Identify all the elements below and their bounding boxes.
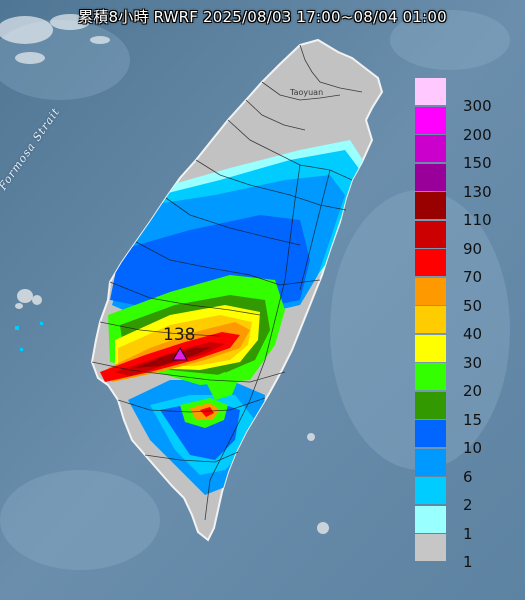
legend-swatch	[415, 448, 446, 476]
legend-swatch	[415, 249, 446, 276]
legend-swatch	[415, 192, 446, 219]
legend-swatch	[415, 420, 446, 447]
legend-label: 110	[463, 211, 492, 229]
legend-label: 40	[463, 325, 483, 343]
legend-label: 10	[463, 439, 483, 457]
legend-label: 1	[463, 553, 473, 571]
legend-label: 130	[463, 182, 492, 201]
legend-label: 2	[463, 496, 473, 514]
legend-label: 30	[463, 353, 483, 372]
legend-swatch	[415, 78, 446, 105]
legend-swatch	[415, 135, 446, 162]
legend-label: 6	[463, 467, 473, 486]
legend-swatch	[415, 334, 446, 362]
legend-label: 1	[463, 524, 473, 543]
legend-swatch	[415, 106, 446, 134]
legend-swatch	[415, 306, 446, 333]
legend-swatch	[415, 534, 446, 561]
legend-label: 200	[463, 125, 492, 144]
legend-label: 300	[463, 97, 492, 115]
legend-label: 15	[463, 410, 483, 429]
legend-label: 150	[463, 154, 492, 172]
legend-swatch	[415, 220, 446, 248]
peak-value-label: 138	[163, 325, 196, 345]
legend-swatch	[415, 163, 446, 191]
legend-label: 90	[463, 239, 483, 258]
legend-swatch	[415, 363, 446, 390]
legend-swatch	[415, 277, 446, 305]
legend-label: 20	[463, 382, 483, 400]
legend-swatch	[415, 477, 446, 504]
legend-swatch	[415, 505, 446, 533]
map-title: 累積8小時 RWRF 2025/08/03 17:00~08/04 01:00	[78, 8, 447, 26]
city-label: Taoyuan	[290, 88, 324, 97]
legend-swatch	[415, 391, 446, 419]
peak-marker	[172, 347, 188, 361]
legend-label: 70	[463, 268, 483, 286]
color-legend: 300 200 150 130 110 90 70 50 40 30 20 15 10 6 2 1 1	[415, 78, 507, 572]
legend-label: 50	[463, 296, 483, 315]
